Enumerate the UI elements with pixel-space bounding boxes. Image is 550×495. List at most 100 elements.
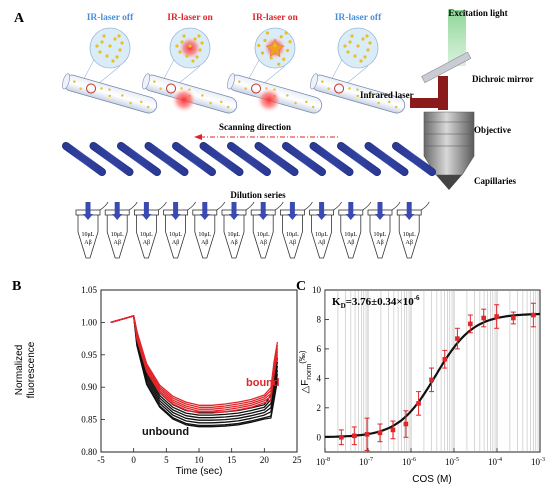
molecule-dot [265,31,270,35]
molecule-dot [178,50,182,54]
panel-c-fit [325,312,540,439]
infrared-label: Infrared laser [360,90,414,100]
svg-text:10μL: 10μL [403,232,416,238]
focus-ring [86,83,97,94]
molecule-dot [100,40,104,44]
molecule-dot [353,54,357,58]
molecule-dot [273,43,277,48]
dilution-tube: 10μL Aβ [338,201,372,259]
molecule-dot [117,34,121,38]
panel-c-points [338,302,536,452]
molecule-dot [197,34,201,38]
data-point [467,314,473,334]
molecule-dot [95,44,99,48]
svg-text:Aβ: Aβ [347,240,354,246]
panel-b: B Normalized fluorescence Time (sec) 1.0… [12,279,302,477]
dilution-tube: 10μL Aβ [75,201,109,259]
data-point [442,349,448,369]
svg-text:10μL: 10μL [315,232,328,238]
molecule-dot [285,48,290,53]
svg-text:Aβ: Aβ [318,240,325,246]
data-point [481,308,487,328]
data-point [338,429,344,446]
data-point [429,367,435,393]
b-ytick-label: 0.85 [81,415,97,425]
c-xtick-label: 10-7 [359,457,373,467]
molecule-dot [363,55,367,59]
panel-c-frame [324,289,541,453]
svg-text:10μL: 10μL [198,232,211,238]
b-ytick-label: 1.00 [81,317,97,327]
molecule-dot [111,59,115,63]
data-point [351,426,357,446]
molecule-dot [348,40,352,44]
state-label-1: IR-laser off [87,13,134,23]
b-xtick-label: 20 [260,455,270,465]
data-point [377,423,383,443]
b-xtick-label: 5 [164,455,169,465]
tube-laser-glow [256,87,282,113]
zoom-circle [337,27,379,69]
capillary-row [62,142,436,176]
svg-text:10μL: 10μL [82,232,95,238]
c-ytick-label: 10 [312,285,322,295]
b-xtick-label: 10 [195,455,205,465]
svg-text:Aβ: Aβ [172,240,179,246]
molecule-dot [182,34,186,38]
state-illustration-2 [142,27,238,114]
svg-text:10μL: 10μL [286,232,299,238]
capillaries-label: Capillaries [474,176,516,186]
svg-text:10μL: 10μL [374,232,387,238]
molecule-dot [200,41,204,45]
data-point [510,311,516,325]
molecule-dot [105,54,109,58]
molecule-dot [98,50,102,54]
excitation-beam [448,10,466,66]
molecule-dot [368,41,372,45]
svg-text:10μL: 10μL [344,232,357,238]
molecule-dot [118,48,122,52]
state-illustration-4 [310,27,406,114]
svg-text:10μL: 10μL [140,232,153,238]
svg-text:10μL: 10μL [257,232,270,238]
svg-text:Aβ: Aβ [406,240,413,246]
molecule-dot [277,62,281,66]
molecule-dot [191,59,195,63]
dilution-tube: 10μL Aβ [367,201,401,259]
kd-annotation: KD=3.76±0.34×10-6 [332,294,420,310]
c-xtick-label: 10-6 [402,457,416,467]
dilution-tube: 10μL Aβ [279,201,313,259]
molecule-dot [108,44,112,48]
b-xtick-label: -5 [97,455,105,465]
b-xtick-label: 15 [227,455,237,465]
state-label-4: IR-laser off [335,13,382,23]
dilution-tube: 10μL Aβ [133,201,167,259]
molecule-dot [365,34,369,38]
molecule-dot [257,43,261,48]
c-ytick-label: 6 [317,344,322,354]
scanning-arrow-head [194,134,202,140]
molecule-dot [282,57,286,61]
molecule-dot [185,54,189,58]
molecule-dot [350,34,354,38]
dilution-tube: 10μL Aβ [104,201,138,259]
b-ytick-label: 0.80 [81,447,97,457]
unbound-label: unbound [142,426,189,438]
heat-burst [265,38,285,58]
zoom-circle [89,27,131,69]
panel-b-xlabel: Time (sec) [176,466,223,477]
data-point [454,327,460,350]
panel-c-letter: C [296,279,306,294]
molecule-dot [359,59,363,63]
panel-b-ylabel-2: fluorescence [26,341,37,398]
data-point [416,391,422,416]
molecule-dot [279,35,283,39]
bound-label: bound [246,377,280,389]
c-ytick-label: 8 [317,314,322,324]
capillary-tube [62,73,158,114]
svg-text:Aβ: Aβ [84,240,91,246]
data-point [494,304,500,329]
scanning-label: Scanning direction [219,122,291,132]
molecule-dot [175,44,179,48]
laser-spot [178,36,202,60]
